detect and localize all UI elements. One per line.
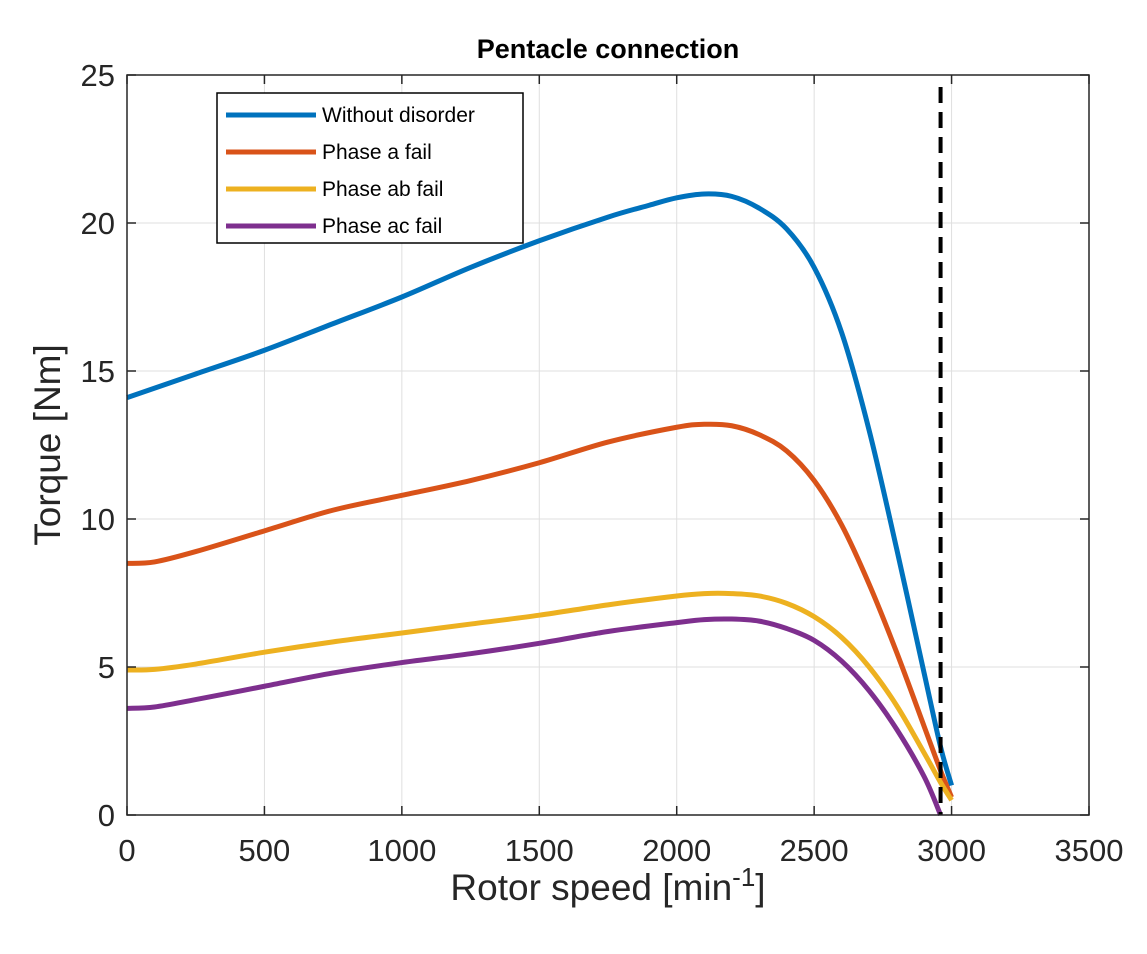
legend-label-without-disorder: Without disorder	[322, 104, 475, 127]
y-tick-label: 15	[81, 354, 115, 389]
y-tick-label: 10	[81, 502, 115, 537]
series-layer	[126, 191, 954, 816]
legend-label-phase-ac-fail: Phase ac fail	[322, 215, 442, 238]
axis-ticks: 0 500 1000 1500 2000 2500 3000 3500 0 5 10 15 20 25	[81, 58, 1124, 868]
chart-title: Pentacle connection	[477, 34, 740, 64]
y-tick-label: 5	[98, 650, 115, 685]
series-line-phase-ac-fail	[126, 616, 943, 816]
series-line-phase-a-fail	[126, 421, 954, 799]
legend-label-phase-a-fail: Phase a fail	[322, 141, 432, 164]
x-axis-label-superscript: -1	[732, 862, 755, 892]
x-tick-label: 1000	[367, 833, 436, 868]
x-axis-label-main: Rotor speed [min	[450, 867, 732, 908]
axes-box	[126, 74, 1090, 816]
legend: Without disorder Phase a fail Phase ab f…	[216, 92, 524, 244]
legend-box	[216, 92, 524, 244]
x-axis-label-suffix: ]	[755, 867, 765, 908]
x-tick-label: 2500	[780, 833, 849, 868]
x-tick-label: 2000	[642, 833, 711, 868]
x-axis-label: Rotor speed [min-1]	[450, 862, 765, 908]
series-line-without-disorder	[126, 191, 954, 787]
x-tick-label: 3500	[1055, 833, 1124, 868]
x-tick-label: 0	[118, 833, 135, 868]
x-tick-label: 1500	[505, 833, 574, 868]
y-tick-label: 0	[98, 798, 115, 833]
x-tick-label: 3000	[917, 833, 986, 868]
series-line-phase-ab-fail	[126, 590, 954, 802]
x-tick-label: 500	[239, 833, 291, 868]
legend-label-phase-ab-fail: Phase ab fail	[322, 178, 443, 201]
y-tick-label: 20	[81, 206, 115, 241]
y-tick-label: 25	[81, 58, 115, 93]
y-axis-label: Torque [Nm]	[27, 344, 68, 546]
